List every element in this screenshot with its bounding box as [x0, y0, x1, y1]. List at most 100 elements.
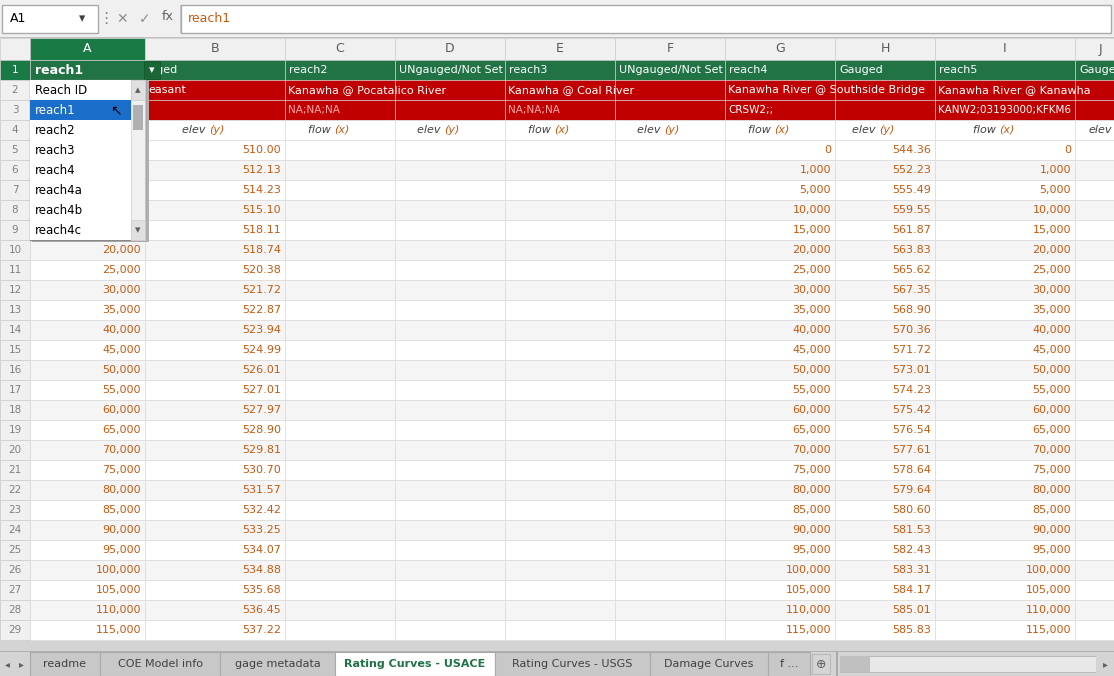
Bar [812, 654, 830, 674]
Text: reach3: reach3 [35, 143, 76, 157]
Text: 90,000: 90,000 [1033, 525, 1071, 535]
Bar [935, 520, 1075, 540]
Text: 20,000: 20,000 [102, 245, 141, 255]
Bar [30, 60, 145, 80]
Bar [30, 560, 145, 580]
Bar [505, 200, 615, 220]
Text: ▾: ▾ [135, 225, 140, 235]
Bar [505, 300, 615, 320]
Text: 1,000: 1,000 [800, 165, 831, 175]
Bar [145, 300, 285, 320]
Bar [505, 280, 615, 300]
Text: 55,000: 55,000 [792, 385, 831, 395]
Text: 90,000: 90,000 [102, 525, 141, 535]
Bar [505, 340, 615, 360]
Bar [30, 200, 145, 220]
Bar [935, 120, 1075, 140]
Text: Reach ID: Reach ID [33, 85, 82, 95]
Text: 45,000: 45,000 [1033, 345, 1071, 355]
Bar [30, 180, 145, 200]
Bar [285, 620, 395, 640]
Bar [145, 340, 285, 360]
Bar [0, 60, 30, 80]
Bar [836, 480, 935, 500]
Bar [395, 420, 505, 440]
Bar [935, 38, 1075, 60]
Bar [836, 140, 935, 160]
Bar [395, 480, 505, 500]
Text: 50,000: 50,000 [1033, 365, 1071, 375]
Text: 105,000: 105,000 [1026, 585, 1071, 595]
Bar [725, 180, 836, 200]
Bar [505, 120, 615, 140]
Bar [30, 480, 145, 500]
Text: 65,000: 65,000 [1033, 425, 1071, 435]
Text: 26: 26 [9, 565, 21, 575]
Bar [0, 600, 30, 620]
Bar [615, 540, 725, 560]
Bar [30, 160, 131, 180]
Text: reach4b: reach4b [35, 203, 84, 216]
Bar [725, 560, 836, 580]
Bar [505, 400, 615, 420]
Bar [285, 260, 395, 280]
Bar [30, 120, 145, 140]
Text: 55,000: 55,000 [1033, 385, 1071, 395]
Bar [615, 560, 725, 580]
Bar [1075, 360, 1114, 380]
Bar [725, 140, 836, 160]
Bar [30, 620, 145, 640]
Bar [1075, 580, 1114, 600]
Text: 13: 13 [9, 305, 21, 315]
Bar [0, 320, 30, 340]
Text: ▴: ▴ [135, 85, 140, 95]
Text: 585.83: 585.83 [892, 625, 931, 635]
Bar [935, 260, 1075, 280]
Text: elev: elev [852, 125, 879, 135]
Text: Gauged: Gauged [839, 65, 882, 75]
Bar [935, 480, 1075, 500]
Bar [935, 360, 1075, 380]
Text: 24: 24 [9, 525, 21, 535]
Bar [615, 400, 725, 420]
Text: 85,000: 85,000 [1033, 505, 1071, 515]
Bar [505, 240, 615, 260]
Text: Kanawha @ Pocatalico River: Kanawha @ Pocatalico River [289, 85, 446, 95]
Text: 60,000: 60,000 [1033, 405, 1071, 415]
Text: flow: flow [747, 125, 774, 135]
Text: 582.43: 582.43 [892, 545, 931, 555]
Bar [0, 652, 14, 676]
Bar [395, 80, 505, 100]
Bar [30, 200, 131, 220]
Bar [649, 652, 768, 676]
Bar [935, 500, 1075, 520]
Bar [145, 38, 285, 60]
Text: reach5: reach5 [939, 65, 977, 75]
Text: 532.42: 532.42 [242, 505, 281, 515]
Text: 15,000: 15,000 [1033, 225, 1071, 235]
Text: 40,000: 40,000 [1033, 325, 1071, 335]
Bar [30, 240, 145, 260]
Text: 574.23: 574.23 [892, 385, 931, 395]
Text: 527.01: 527.01 [242, 385, 281, 395]
Text: 10,000: 10,000 [102, 205, 141, 215]
Text: 100,000: 100,000 [785, 565, 831, 575]
Bar [145, 120, 285, 140]
Bar [725, 600, 836, 620]
Bar [30, 120, 131, 140]
Bar [935, 160, 1075, 180]
Bar [836, 160, 935, 180]
Text: 4: 4 [11, 125, 18, 135]
Bar [395, 160, 505, 180]
Bar [836, 320, 935, 340]
Bar [285, 400, 395, 420]
Text: 2: 2 [11, 85, 18, 95]
Bar [145, 360, 285, 380]
Bar [505, 38, 615, 60]
Text: (x): (x) [999, 125, 1015, 135]
Text: reach4a: reach4a [35, 183, 82, 197]
Text: 583.31: 583.31 [892, 565, 931, 575]
Bar [145, 540, 285, 560]
Bar [935, 200, 1075, 220]
Bar [935, 400, 1075, 420]
